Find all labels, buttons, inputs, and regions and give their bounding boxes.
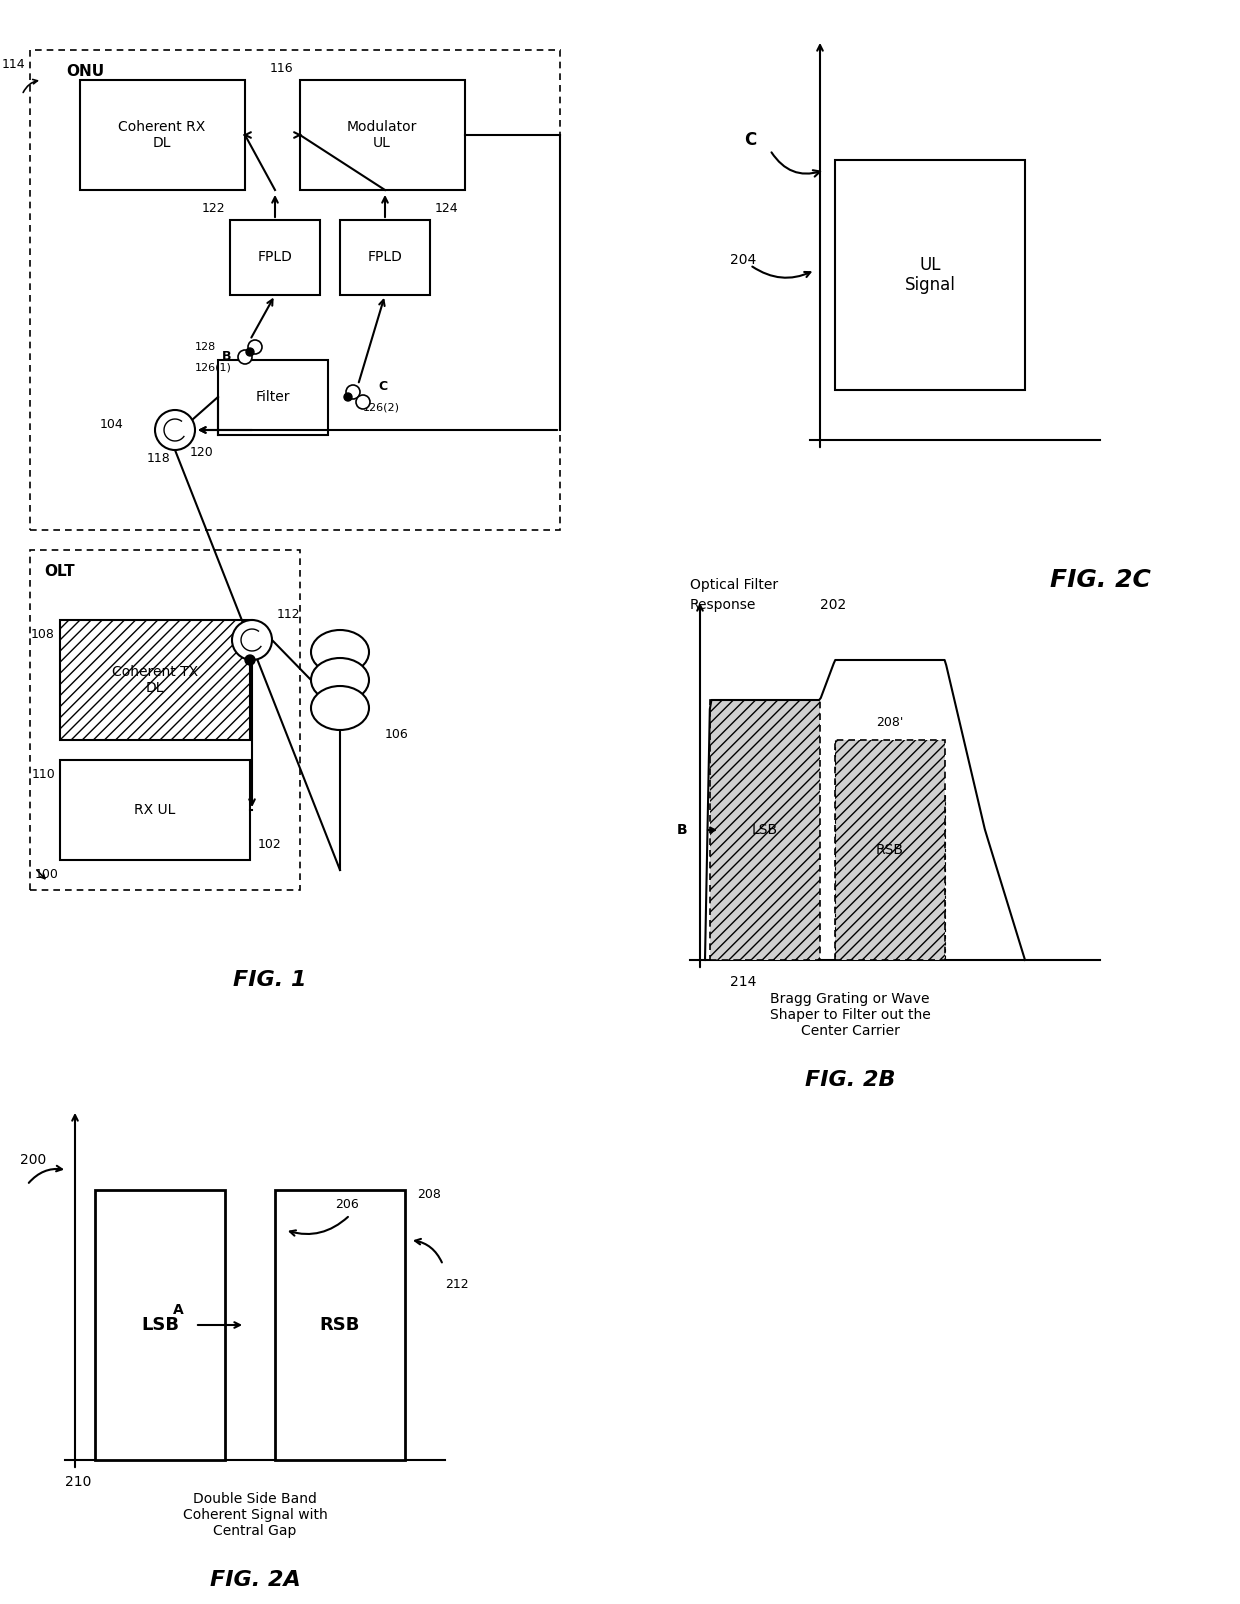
Ellipse shape	[311, 687, 370, 730]
Text: Filter: Filter	[255, 390, 290, 404]
Text: FIG. 2A: FIG. 2A	[210, 1570, 300, 1590]
Text: 202: 202	[820, 598, 846, 613]
Text: A: A	[172, 1302, 184, 1317]
Text: 122: 122	[201, 202, 224, 215]
Text: 212: 212	[445, 1278, 469, 1291]
Circle shape	[346, 385, 360, 399]
Text: 114: 114	[1, 58, 25, 72]
Text: 102: 102	[258, 839, 281, 852]
Bar	[60, 760, 250, 860]
Text: ONU: ONU	[66, 64, 104, 80]
Circle shape	[238, 350, 252, 364]
Text: C: C	[744, 132, 756, 149]
Text: Coherent RX
DL: Coherent RX DL	[118, 120, 206, 151]
Text: Response: Response	[689, 598, 756, 613]
Circle shape	[343, 393, 352, 401]
Text: 126(1): 126(1)	[195, 363, 232, 372]
Bar	[835, 160, 1025, 390]
Circle shape	[356, 395, 370, 409]
Text: 208: 208	[417, 1189, 441, 1201]
Ellipse shape	[311, 630, 370, 674]
Text: RSB: RSB	[320, 1315, 360, 1335]
Bar	[30, 50, 560, 529]
Circle shape	[248, 340, 262, 354]
Text: Bragg Grating or Wave
Shaper to Filter out the
Center Carrier: Bragg Grating or Wave Shaper to Filter o…	[770, 991, 930, 1038]
Text: C: C	[378, 380, 387, 393]
Bar	[30, 550, 300, 890]
Text: FIG. 2B: FIG. 2B	[805, 1070, 895, 1091]
Text: 104: 104	[100, 419, 124, 431]
Text: B: B	[677, 823, 687, 837]
Text: 124: 124	[435, 202, 459, 215]
Bar	[711, 699, 820, 961]
Text: RX UL: RX UL	[134, 804, 176, 816]
Text: 120: 120	[190, 446, 213, 459]
Bar	[81, 80, 246, 189]
Bar	[60, 621, 250, 739]
Ellipse shape	[311, 658, 370, 703]
Text: 126(2): 126(2)	[363, 403, 401, 412]
Text: LSB: LSB	[751, 823, 777, 837]
Text: 206: 206	[335, 1198, 358, 1211]
Text: FPLD: FPLD	[258, 250, 293, 265]
Text: 208': 208'	[877, 715, 904, 728]
Text: 204: 204	[730, 253, 756, 266]
Bar	[95, 1190, 224, 1460]
Text: 100: 100	[35, 868, 58, 882]
Text: FIG. 1: FIG. 1	[233, 970, 306, 990]
Text: 200: 200	[20, 1153, 46, 1168]
Text: 110: 110	[31, 768, 55, 781]
Bar	[218, 359, 329, 435]
Text: Modulator
UL: Modulator UL	[347, 120, 417, 151]
Text: 112: 112	[277, 608, 300, 621]
Text: B: B	[222, 351, 231, 364]
Text: 128: 128	[195, 342, 216, 351]
Bar	[340, 220, 430, 295]
Text: 116: 116	[270, 61, 294, 74]
Text: FPLD: FPLD	[367, 250, 403, 265]
Text: Coherent TX
DL: Coherent TX DL	[112, 666, 198, 695]
Text: OLT: OLT	[45, 565, 76, 579]
Bar	[275, 1190, 405, 1460]
Text: UL
Signal: UL Signal	[904, 255, 956, 295]
Text: 106: 106	[384, 728, 409, 741]
Text: 118: 118	[148, 451, 171, 465]
Text: 108: 108	[31, 629, 55, 642]
Text: FIG. 2C: FIG. 2C	[1049, 568, 1151, 592]
Circle shape	[232, 621, 272, 659]
Text: 210: 210	[64, 1476, 92, 1489]
Bar	[229, 220, 320, 295]
Text: 214: 214	[730, 975, 756, 990]
Bar	[835, 739, 945, 961]
Text: Double Side Band
Coherent Signal with
Central Gap: Double Side Band Coherent Signal with Ce…	[182, 1492, 327, 1538]
Bar	[300, 80, 465, 189]
Text: Optical Filter: Optical Filter	[689, 577, 779, 592]
Text: RSB: RSB	[875, 844, 904, 857]
Circle shape	[246, 654, 255, 666]
Circle shape	[155, 411, 195, 451]
Text: LSB: LSB	[141, 1315, 179, 1335]
Text: A: A	[237, 638, 247, 651]
Circle shape	[246, 348, 254, 356]
